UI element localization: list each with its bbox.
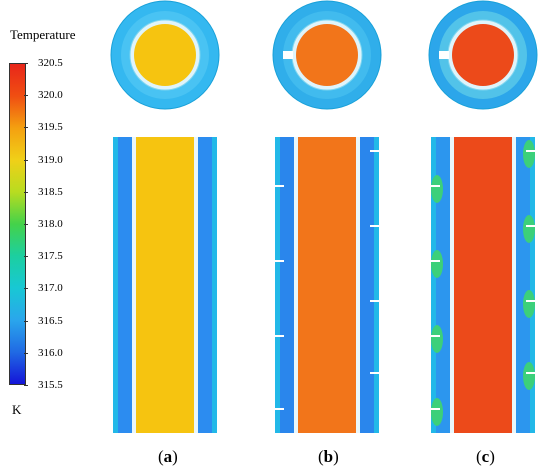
left-wall-b	[294, 137, 298, 433]
colorbar-tick-label: 320.5	[38, 57, 63, 69]
fin-right-b	[370, 300, 379, 302]
hot-spot-right-c	[523, 140, 535, 168]
panel-label-b: (b)	[318, 447, 339, 466]
left-wall-c	[450, 137, 454, 433]
colorbar-tick	[24, 256, 28, 258]
fin-right-b	[370, 150, 379, 152]
hot-spot-right-c	[523, 362, 535, 390]
fin-right-b	[370, 225, 379, 227]
right-wall-b	[356, 137, 360, 433]
panel-label-c: (c)	[476, 447, 495, 466]
fin-left-b	[275, 335, 284, 337]
fin-left-b	[275, 185, 284, 187]
hot-spot-right-c	[523, 290, 535, 318]
core-section-c	[452, 24, 514, 86]
left-annulus-edge-c	[431, 137, 436, 433]
colorbar-tick	[24, 288, 28, 290]
right-annulus-edge-b	[374, 137, 379, 433]
fin-right-b	[370, 372, 379, 374]
colorbar-tick	[24, 352, 28, 354]
colorbar-tick	[24, 159, 28, 161]
colorbar-tick	[24, 224, 28, 225]
right-annulus-edge-a	[212, 137, 217, 433]
fin-left-c	[431, 260, 440, 262]
colorbar-tick	[24, 127, 28, 129]
fin-right-c	[526, 150, 535, 152]
colorbar-tick-label: 319.5	[38, 121, 63, 134]
right-wall-c	[512, 137, 516, 433]
fin-right-c	[526, 300, 535, 302]
colorbar-tick	[24, 95, 28, 97]
left-wall-a	[132, 137, 136, 433]
core-section-b	[296, 24, 358, 86]
colorbar-tick	[24, 385, 28, 386]
colorbar-tick-label: 318.0	[38, 218, 63, 230]
colorbar-title: Temperature	[10, 27, 76, 42]
slot-opening-b	[283, 51, 293, 59]
colorbar-tick-label: 316.0	[38, 346, 63, 359]
colorbar-tick	[24, 320, 28, 322]
left-annulus-edge-b	[275, 137, 280, 433]
hot-spot-left-c	[431, 398, 443, 426]
fin-left-c	[431, 185, 440, 187]
core-b	[298, 137, 356, 433]
colorbar-tick-label: 316.5	[38, 314, 63, 327]
fin-left-b	[275, 408, 284, 410]
fin-left-c	[431, 408, 440, 410]
core-section-a	[134, 24, 196, 86]
hot-spot-left-c	[431, 325, 443, 353]
colorbar-tick-label: 317.5	[38, 250, 63, 263]
hot-spot-left-c	[431, 250, 443, 278]
colorbar-tick-label: 318.5	[38, 185, 63, 198]
right-annulus-edge-c	[530, 137, 535, 433]
colorbar-tick-label: 319.0	[38, 153, 63, 166]
hot-spot-left-c	[431, 175, 443, 203]
colorbar-tick-label: 317.0	[38, 282, 63, 295]
fin-right-c	[526, 225, 535, 227]
colorbar-tick-label: 320.0	[38, 89, 63, 102]
colorbar-tick	[24, 191, 28, 193]
core-c	[454, 137, 512, 433]
core-a	[136, 137, 194, 433]
slot-opening-c	[439, 51, 449, 59]
panel-label-a: (a)	[158, 447, 178, 466]
fin-left-b	[275, 260, 284, 262]
fin-right-c	[526, 372, 535, 374]
left-annulus-edge-a	[113, 137, 118, 433]
colorbar-tick-label: 315.5	[38, 379, 63, 391]
colorbar-unit: K	[12, 402, 22, 417]
right-wall-a	[194, 137, 198, 433]
fin-left-c	[431, 335, 440, 337]
hot-spot-right-c	[523, 215, 535, 243]
colorbar-tick	[24, 63, 28, 64]
